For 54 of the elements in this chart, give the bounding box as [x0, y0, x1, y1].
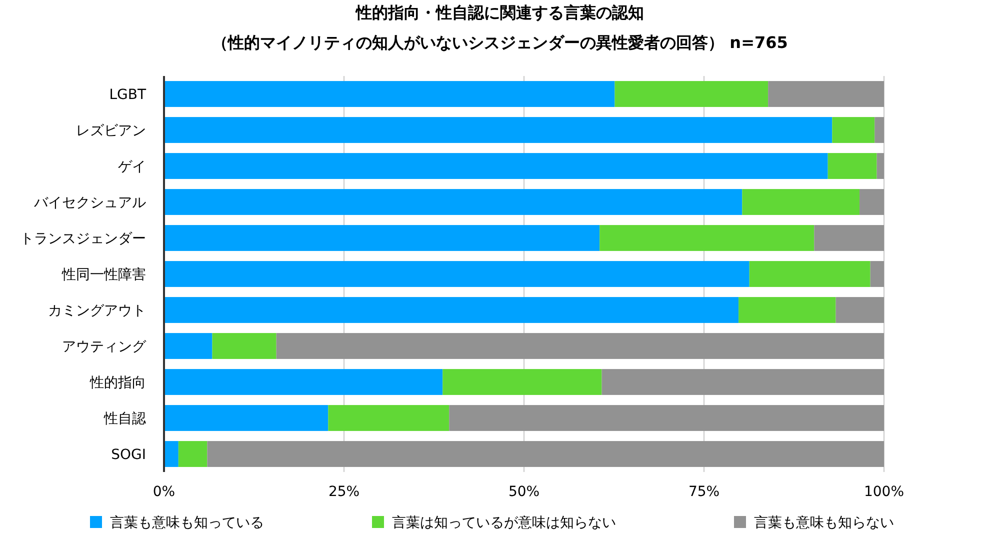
y-tick-label: カミングアウト — [48, 303, 146, 319]
bar — [164, 81, 615, 107]
bar — [836, 297, 884, 323]
bar — [738, 297, 836, 323]
bar — [164, 117, 832, 143]
bar — [164, 225, 600, 251]
y-tick-label: LGBT — [109, 87, 146, 103]
bar — [870, 261, 884, 287]
x-tick-label: 100% — [864, 484, 904, 500]
bar — [164, 405, 328, 431]
bar — [832, 117, 875, 143]
bar — [328, 405, 450, 431]
legend-label: 言葉も意味も知っている — [110, 515, 264, 531]
y-tick-label: ゲイ — [118, 159, 146, 175]
bar — [164, 189, 742, 215]
bar — [449, 405, 884, 431]
bar — [828, 153, 877, 179]
bar — [768, 81, 884, 107]
bar — [876, 153, 884, 179]
bar — [442, 369, 602, 395]
bar — [600, 225, 814, 251]
bar — [874, 117, 884, 143]
x-tick-label: 50% — [508, 484, 540, 500]
y-tick-label: SOGI — [111, 447, 146, 463]
y-tick-label: トランスジェンダー — [20, 231, 146, 247]
bar — [164, 261, 750, 287]
bar — [164, 369, 443, 395]
bar — [276, 333, 884, 359]
bar — [178, 441, 208, 467]
chart-subtitle: （性的マイノリティの知人がいないシスジェンダーの異性愛者の回答） n=765 — [212, 33, 788, 52]
bar — [742, 189, 860, 215]
bar — [164, 297, 739, 323]
y-tick-label: バイセクシュアル — [33, 195, 146, 211]
bar — [614, 81, 768, 107]
bar — [749, 261, 870, 287]
bar — [164, 441, 178, 467]
y-tick-label: 性的指向 — [89, 375, 146, 391]
y-tick-label: 性自認 — [103, 411, 146, 427]
bar — [602, 369, 884, 395]
bar — [207, 441, 884, 467]
legend-label: 言葉は知っているが意味は知らない — [392, 515, 616, 531]
y-tick-label: 性同一性障害 — [61, 267, 146, 283]
bar — [164, 153, 828, 179]
bar — [814, 225, 884, 251]
chart-title: 性的指向・性自認に関連する言葉の認知 — [355, 3, 644, 22]
y-tick-label: アウティング — [62, 339, 147, 355]
legend-label: 言葉も意味も知らない — [754, 515, 894, 531]
bar — [860, 189, 884, 215]
x-tick-label: 75% — [688, 484, 720, 500]
bar — [164, 333, 212, 359]
bar — [212, 333, 276, 359]
x-tick-label: 25% — [328, 484, 360, 500]
x-tick-label: 0% — [152, 484, 176, 500]
y-tick-label: レズビアン — [76, 123, 146, 139]
